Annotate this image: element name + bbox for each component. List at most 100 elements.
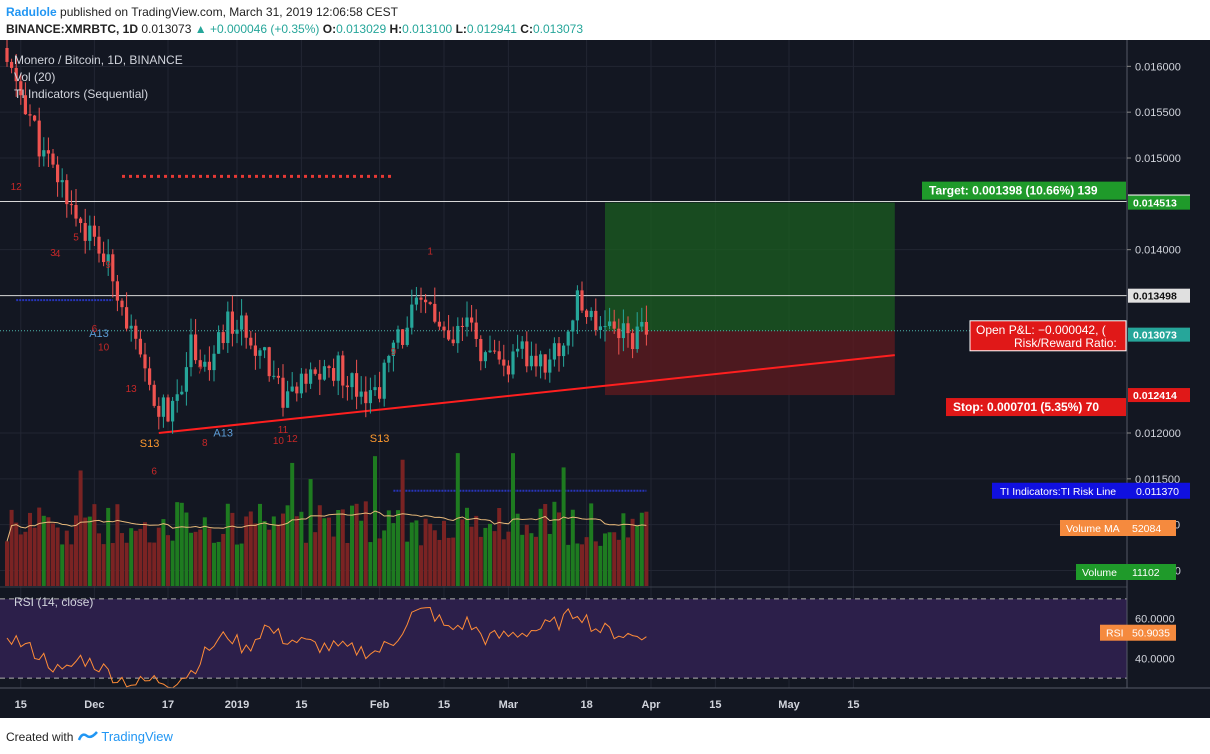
volume-bar-138 (639, 512, 644, 586)
time-tick-label-7: Mar (499, 699, 519, 711)
candle-body-114 (529, 355, 533, 367)
candle-body-28 (134, 325, 138, 339)
candle-body-129 (598, 326, 602, 330)
candle-body-65 (304, 373, 308, 384)
volume-bar-45 (212, 542, 216, 586)
candle-body-33 (157, 405, 161, 417)
candle-body-104 (483, 352, 487, 362)
close-label: C: (520, 22, 533, 36)
volume-bar-39 (184, 512, 189, 586)
candle-body-46 (217, 332, 221, 354)
time-tick-label-3: 2019 (225, 699, 249, 711)
volume-bar-73 (340, 509, 345, 586)
volume-bar-103 (478, 536, 483, 586)
candle-body-73 (341, 355, 345, 386)
candle-body-130 (603, 326, 607, 328)
volume-bar-20 (97, 533, 101, 586)
volume-bar-118 (547, 533, 552, 586)
volume-bar-35 (166, 535, 170, 586)
volume-bar-126 (584, 537, 589, 586)
last-price: 0.013073 (141, 22, 192, 36)
rsi-pane (0, 586, 1210, 689)
volume-bar-78 (363, 501, 368, 586)
candle-body-98 (456, 325, 460, 344)
time-axis: 15 Dec 17 2019 15 Feb 15 Mar 18 Apr 15 May 15 (0, 687, 1210, 718)
time-tick-label-0: 15 (15, 699, 27, 711)
candle-body-42 (198, 360, 202, 367)
username-link[interactable]: Radulole (6, 5, 57, 19)
candle-body-122 (566, 331, 570, 346)
volume-bar-132 (612, 532, 617, 586)
close-value: 0.013073 (532, 22, 584, 36)
candle-body-8 (42, 150, 46, 157)
volume-bar-34 (161, 519, 166, 586)
candle-body-36 (171, 400, 175, 422)
level-badge-1: 0.014513 (1133, 198, 1177, 210)
candle-body-12 (60, 180, 64, 183)
volume-bar-36 (170, 540, 175, 586)
candle-body-123 (571, 320, 575, 332)
volume-bar-114 (529, 533, 534, 586)
volume-bar-74 (345, 542, 350, 586)
volume-bar-57 (267, 529, 272, 586)
rsi-tick-label-1: 40.0000 (1135, 653, 1175, 665)
volume-bar-63 (294, 516, 299, 586)
volume-bar-13 (64, 530, 69, 586)
volume-bar-32 (152, 542, 157, 586)
volume-bar-112 (520, 534, 525, 586)
tradingview-brand[interactable]: TradingView (101, 729, 173, 744)
seq-label-17: S13 (370, 433, 390, 445)
volume-bar-61 (285, 505, 290, 586)
candle-body-20 (97, 236, 101, 254)
candle-body-62 (290, 386, 294, 392)
volume-bar-82 (382, 530, 387, 586)
candle-body-68 (318, 373, 322, 380)
badge-2-value: 50.9035 (1132, 628, 1170, 640)
volume-bar-121 (561, 467, 566, 586)
candle-body-85 (396, 329, 400, 343)
price-tick-label-0: 0.016000 (1135, 61, 1181, 73)
time-tick-label-6: 15 (438, 699, 450, 711)
time-tick-label-5: Feb (370, 699, 390, 711)
target-label: Target: 0.001398 (10.66%) 139 (929, 184, 1098, 198)
level-badge-5: 0.012414 (1133, 390, 1177, 402)
price-change: ▲ +0.000046 (+0.35%) (194, 22, 320, 36)
volume-bar-15 (74, 515, 78, 586)
volume-bar-33 (156, 527, 161, 586)
price-tick-label-3: 0.014000 (1135, 245, 1181, 257)
candle-body-59 (276, 375, 280, 378)
candle-body-105 (488, 350, 492, 353)
candle-body-30 (143, 354, 147, 369)
trendline (158, 354, 895, 434)
candle-body-86 (401, 329, 405, 345)
volume-bars (5, 453, 649, 586)
ti-risk-badge-bg (992, 482, 1190, 499)
volume-bar-108 (501, 539, 506, 586)
target-label-bg (922, 181, 1126, 200)
candle-body-54 (253, 345, 257, 356)
volume-bar-77 (359, 520, 364, 586)
volume-bar-139 (644, 511, 649, 586)
candle-body-57 (267, 347, 271, 377)
volume-bar-38 (179, 502, 184, 586)
candle-body-37 (175, 394, 179, 401)
volume-bar-3 (18, 534, 23, 586)
candle-body-138 (640, 321, 644, 327)
candle-body-63 (295, 386, 299, 394)
candle-body-52 (244, 315, 248, 338)
volume-bar-81 (377, 538, 382, 586)
seq-label-19: 1 (427, 246, 433, 257)
risk-reward-label: Risk/Reward Ratio: (1014, 336, 1117, 350)
time-tick-label-10: 15 (709, 699, 721, 711)
volume-bar-122 (566, 544, 571, 586)
volume-bar-41 (193, 531, 198, 586)
candle-body-101 (470, 317, 474, 323)
volume-bar-128 (593, 541, 598, 586)
volume-bar-80 (373, 456, 377, 586)
candle-body-15 (74, 205, 78, 219)
candle-body-9 (46, 150, 50, 154)
volume-bar-135 (626, 537, 630, 586)
open-label: O: (322, 22, 337, 36)
high-label: H: (389, 22, 403, 36)
